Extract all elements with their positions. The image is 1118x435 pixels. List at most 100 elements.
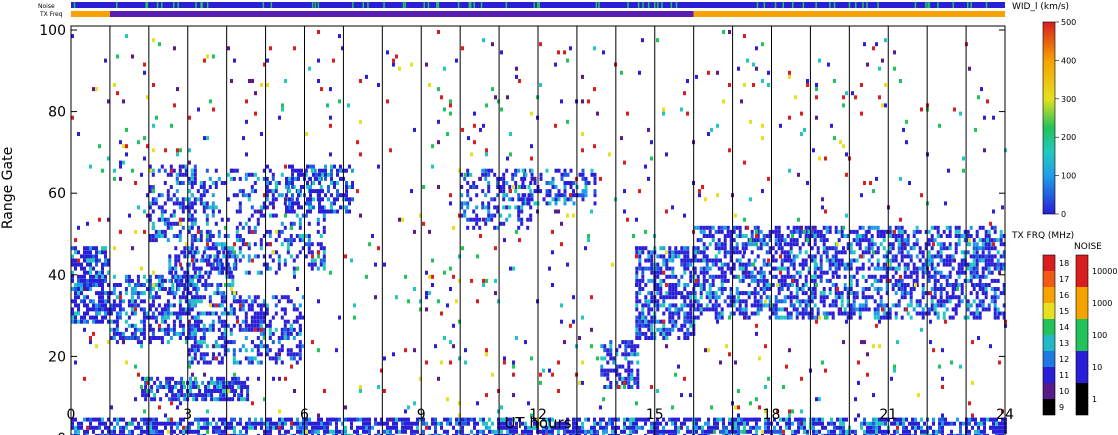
data-cell — [247, 270, 251, 275]
data-cell — [584, 185, 588, 189]
data-cell — [773, 425, 776, 430]
data-cell — [168, 262, 172, 267]
data-cell — [600, 364, 604, 369]
data-cell — [336, 168, 339, 173]
data-cell — [668, 433, 671, 435]
data-cell — [455, 433, 458, 435]
data-cell — [822, 295, 826, 300]
data-cell — [157, 205, 161, 210]
data-cell — [269, 433, 272, 435]
data-cell — [815, 417, 818, 422]
data-cell — [888, 234, 892, 238]
data-cell — [419, 417, 422, 422]
data-cell — [999, 254, 1003, 259]
data-cell — [226, 348, 230, 353]
data-cell — [187, 348, 191, 353]
data-cell — [247, 303, 251, 308]
data-cell — [845, 433, 848, 435]
data-cell — [875, 429, 878, 434]
data-cell — [142, 323, 146, 328]
data-cell — [539, 429, 542, 434]
data-cell — [609, 368, 613, 373]
data-cell — [144, 389, 148, 393]
data-cell — [74, 315, 77, 320]
data-cell — [484, 168, 488, 173]
data-cell — [286, 246, 290, 251]
data-cell — [783, 315, 787, 320]
data-cell — [813, 238, 817, 243]
data-cell — [650, 327, 654, 332]
data-cell — [777, 315, 781, 320]
data-cell — [603, 385, 607, 389]
data-cell — [798, 246, 802, 251]
data-cell — [990, 246, 994, 251]
data-cell — [256, 323, 260, 328]
data-cell — [650, 266, 654, 271]
data-cell — [336, 172, 339, 177]
data-cell — [160, 229, 164, 234]
data-cell — [936, 229, 940, 234]
noise-bar-tick — [538, 2, 540, 8]
data-cell — [708, 242, 712, 247]
data-cell — [677, 278, 681, 283]
data-cell — [184, 307, 188, 312]
data-cell — [548, 421, 551, 426]
data-cell — [238, 360, 242, 365]
data-cell — [909, 246, 913, 251]
data-cell — [115, 315, 119, 320]
data-cell — [825, 225, 829, 230]
data-cell — [71, 246, 74, 251]
data-cell — [238, 201, 242, 206]
data-cell — [208, 234, 212, 238]
data-cell — [930, 254, 934, 259]
data-cell — [702, 270, 706, 275]
data-cell — [187, 352, 191, 357]
data-cell — [933, 270, 937, 275]
data-cell — [954, 307, 958, 312]
data-cell — [668, 303, 672, 308]
data-cell — [163, 221, 167, 226]
data-cell — [771, 307, 775, 312]
data-cell — [756, 225, 760, 230]
data-cell — [130, 323, 134, 328]
data-cell — [702, 278, 706, 283]
data-cell — [74, 433, 77, 435]
data-cell — [795, 229, 799, 234]
data-cell — [869, 433, 872, 435]
data-cell — [154, 238, 158, 243]
data-cell — [819, 278, 823, 283]
data-cell — [972, 270, 976, 275]
data-cell — [633, 352, 637, 357]
data-cell — [806, 433, 809, 435]
data-cell — [154, 197, 158, 202]
data-cell — [950, 421, 953, 426]
data-cell — [999, 262, 1003, 267]
data-cell — [295, 254, 299, 259]
data-cell — [807, 254, 811, 259]
data-cell — [560, 176, 564, 181]
data-cell — [729, 242, 733, 247]
data-cell — [933, 278, 937, 283]
data-cell — [324, 209, 327, 214]
data-cell — [109, 307, 113, 312]
data-cell — [204, 385, 208, 389]
data-cell — [699, 291, 703, 296]
data-cell — [199, 181, 203, 185]
data-cell — [756, 229, 760, 234]
data-cell — [83, 303, 86, 308]
data-cell — [470, 429, 473, 434]
data-cell — [473, 421, 476, 426]
data-cell — [686, 258, 690, 263]
data-cell — [71, 425, 74, 430]
data-cell — [304, 242, 308, 247]
data-cell — [502, 197, 506, 202]
data-cell — [144, 380, 148, 385]
data-cell — [641, 307, 645, 312]
data-cell — [199, 201, 203, 206]
noise-bar-tick — [470, 2, 472, 8]
data-cell — [882, 246, 886, 251]
data-cell — [89, 315, 92, 320]
data-cell — [993, 307, 997, 312]
data-cell — [77, 287, 80, 291]
data-cell — [810, 278, 814, 283]
